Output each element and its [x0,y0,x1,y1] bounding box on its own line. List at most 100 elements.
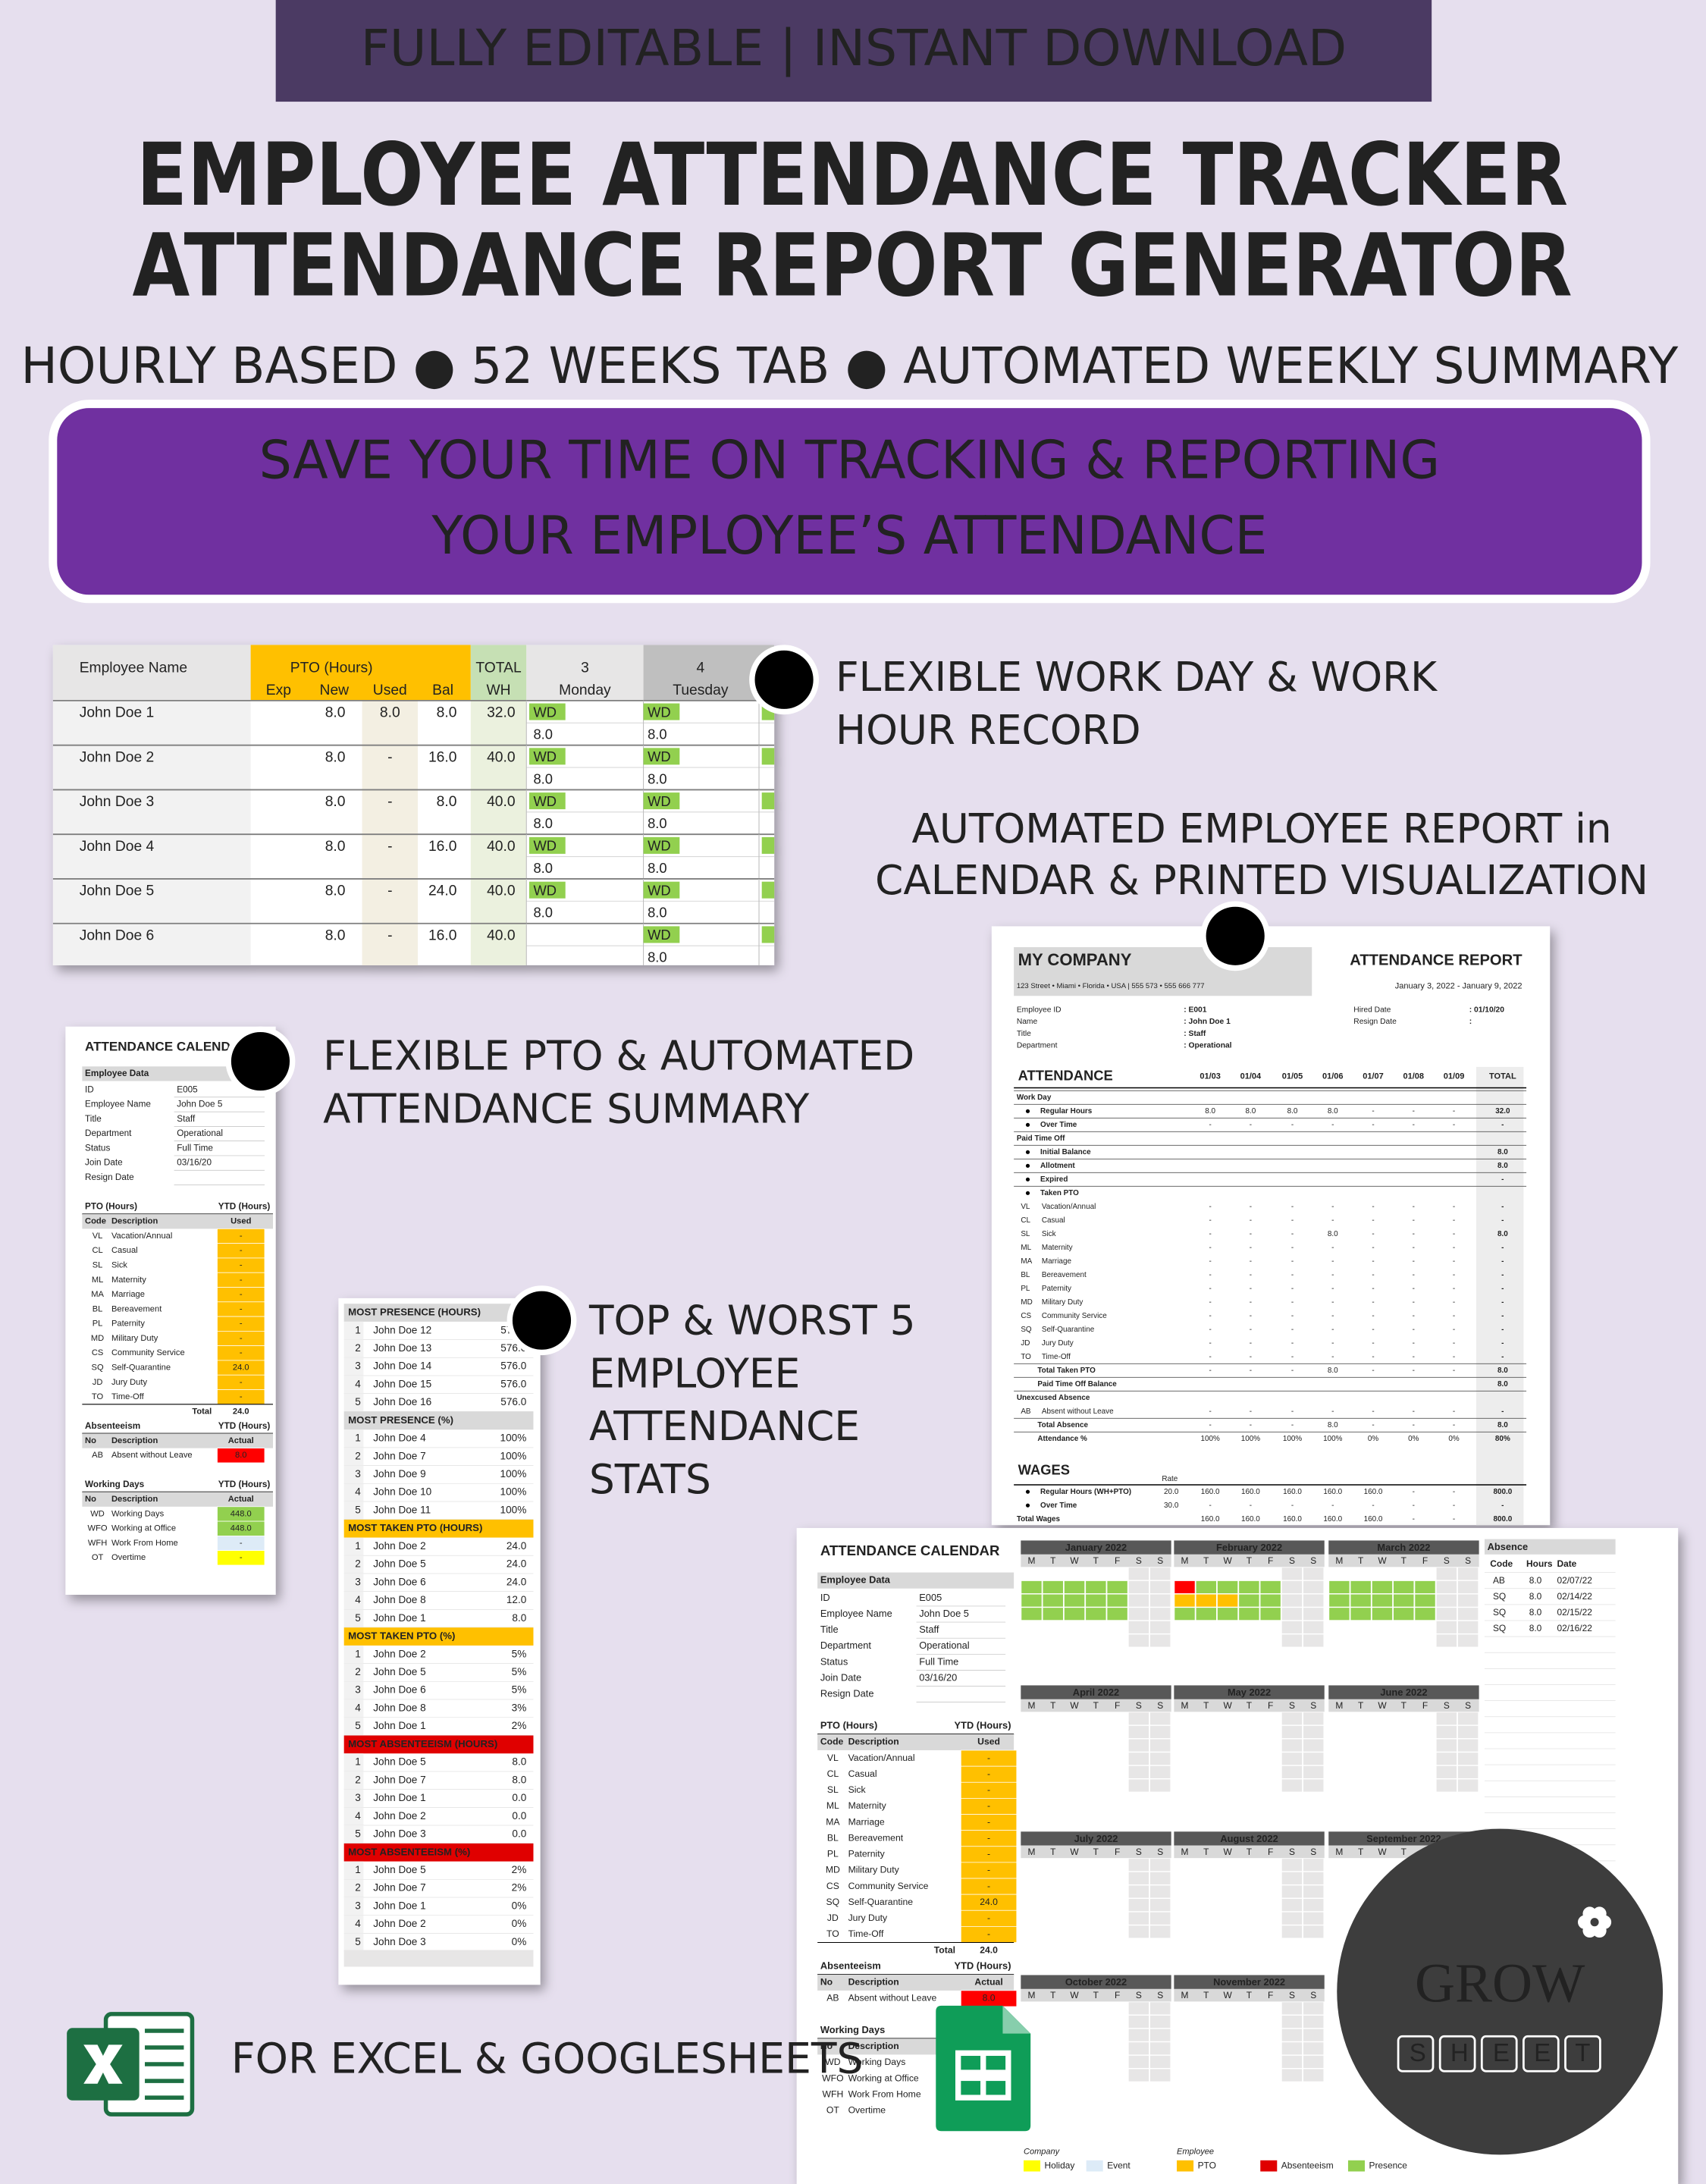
employee-name: John Doe 4 [373,1432,426,1444]
employee-name: John Doe 6 [80,927,155,943]
day-cell [1196,1725,1217,1739]
value: - [987,1768,990,1779]
day-cell [1457,1725,1479,1739]
weekday: S [1136,1990,1142,2000]
report-value: - [1250,1230,1252,1238]
rank: 3 [355,1792,361,1803]
day-cell [1196,2002,1217,2015]
report-total: - [1501,1502,1504,1510]
day-cell [1329,1859,1350,1872]
pto-new: 8.0 [325,749,346,765]
day-cell [1174,1634,1195,1647]
section-ytd: YTD (Hours) [218,1421,271,1431]
day-code: WD [533,838,557,854]
report-value: - [1291,1244,1294,1252]
day-cell [1239,1739,1259,1752]
total-cell [470,923,527,965]
day-cell [1239,1634,1259,1647]
day-cell [1372,1725,1393,1739]
day-cell [1064,1594,1085,1607]
description: Vacation/Annual [111,1232,172,1241]
bullet [1025,1122,1030,1127]
day-cell [1394,1765,1414,1778]
day-cell [1281,1608,1303,1621]
day-cell [1174,1779,1195,1792]
field-label: Employee Name [85,1100,151,1109]
employee-name: John Doe 9 [373,1468,425,1480]
weekday: T [1050,1555,1056,1566]
main-title: EMPLOYEE ATTENDANCE TRACKER [136,124,1568,225]
column-header: Used [977,1737,1000,1747]
day-cell [1174,2069,1195,2082]
section-title: PTO (Hours) [820,1720,877,1731]
day-cell [1239,1859,1259,1872]
day-code: WD [648,882,671,898]
day-cell [1329,1753,1350,1765]
stat-value: 0% [512,1900,527,1911]
report-value: - [1250,1326,1252,1334]
employee-name: John Doe 1 [373,1720,425,1731]
report-value: - [1209,1216,1211,1225]
stat-value: 5% [512,1648,527,1659]
day-cell [1196,1712,1217,1725]
rank-cell [343,1591,364,1610]
month-bar [1174,1540,1325,1555]
report-value: - [1250,1216,1252,1225]
report-value: - [1209,1353,1211,1361]
day-cell [1149,1621,1171,1633]
day-cell [1128,1753,1149,1765]
report-value: - [1291,1353,1294,1361]
column-subheader: New [320,682,350,698]
rank-cell [343,1393,364,1412]
row-label: Military Duty [1042,1298,1083,1307]
logo-word: GROW [1415,1953,1585,2014]
day-cell [1303,1739,1324,1752]
column-header: Employee Name [80,661,187,676]
day-cell [1174,1912,1195,1925]
weekday: T [1247,1555,1253,1566]
day-cell [1149,1765,1171,1778]
report-value: - [1291,1407,1294,1416]
day-cell [1107,2015,1127,2029]
day-cell [1239,1594,1259,1607]
day-code: WD [648,838,671,854]
description: Casual [848,1768,877,1779]
month-name: June 2022 [1380,1687,1427,1698]
day-cell [1260,2042,1281,2055]
logo-petal [1592,1923,1607,1938]
report-value: - [1453,1285,1455,1293]
report-value: 100% [1323,1435,1343,1443]
report-value: - [1453,1107,1455,1116]
day-cell [1043,1779,1063,1792]
description: Jury Duty [848,1913,888,1923]
day-cell [1303,1859,1324,1872]
day-cell [1436,1634,1457,1647]
employee-name: John Doe 7 [373,1450,425,1461]
name-cell [52,789,251,835]
callout-dot [749,645,819,715]
column-header: Description [848,1977,899,1988]
stat-value: 0.0 [512,1828,526,1839]
employee-name: John Doe 2 [373,1540,425,1552]
day-cell [1107,2002,1127,2015]
day-cell [1239,1753,1259,1765]
stat-value: 3% [512,1702,527,1713]
field-label: Join Date [820,1671,861,1683]
weekday-bar [1174,1699,1325,1712]
report-value: - [1372,1121,1374,1129]
report-total: 8.0 [1497,1367,1508,1375]
rank: 3 [355,1468,361,1480]
month-name: May 2022 [1228,1687,1271,1698]
workday-cell [761,836,775,854]
report-value: - [1209,1407,1211,1416]
report-value: 8.0 [1287,1107,1298,1116]
day-cell [1196,1885,1217,1898]
report-total: - [1501,1175,1504,1184]
value: - [240,1320,243,1329]
report-value: - [1372,1312,1374,1320]
section-title: Employee Data [820,1574,891,1586]
day-code: WD [648,793,671,809]
weekday: W [1070,1700,1079,1711]
logo-petal-center [1590,1918,1599,1927]
section-ytd: YTD (Hours) [955,1960,1011,1972]
